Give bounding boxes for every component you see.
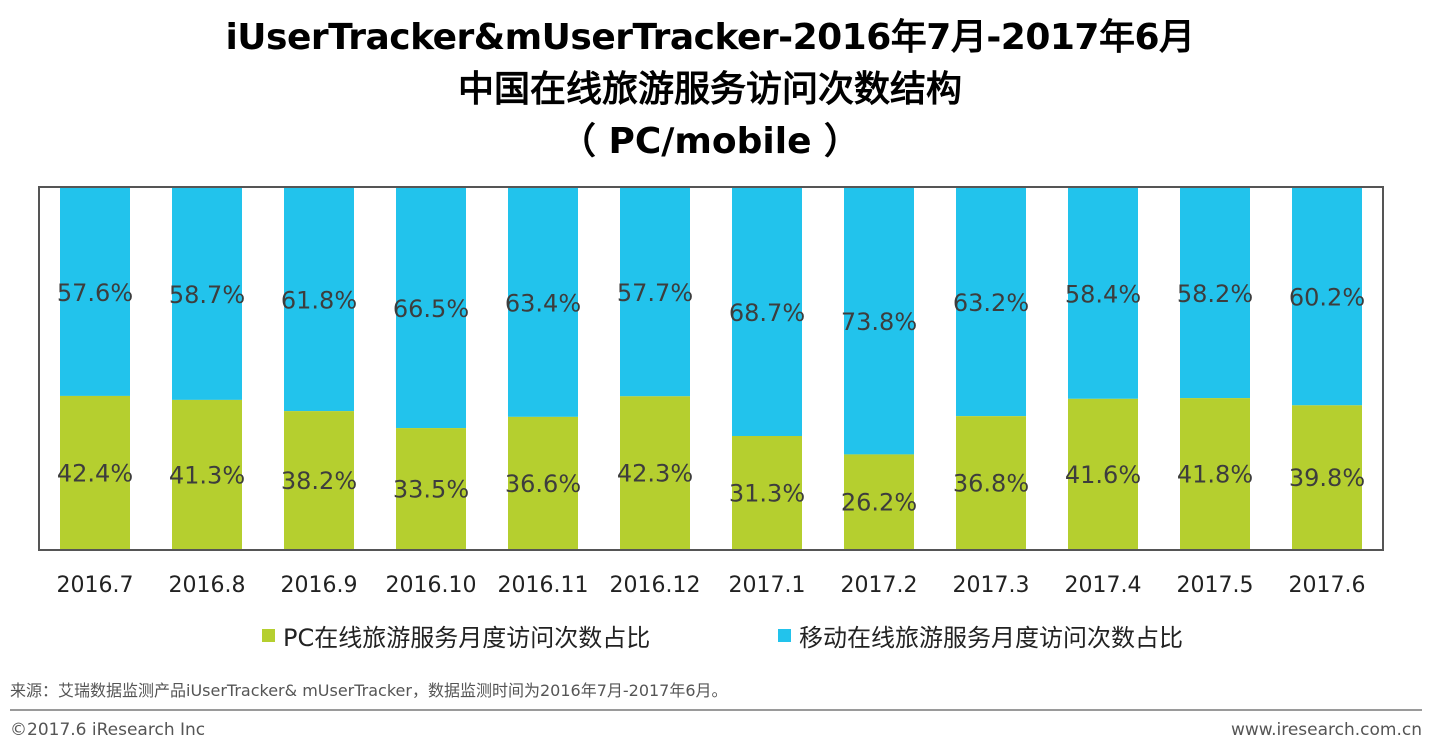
source-note: 来源：艾瑞数据监测产品iUserTracker& mUserTracker，数据… bbox=[10, 681, 728, 700]
bar-pc-2016.10 bbox=[396, 428, 466, 549]
bar-pc-2017.1 bbox=[732, 436, 802, 549]
value-label-mobile-2016.7: 57.6% bbox=[57, 279, 133, 307]
x-tick-label-2016.10: 2016.10 bbox=[386, 573, 477, 598]
x-tick-label-2017.1: 2017.1 bbox=[729, 573, 806, 598]
website-link[interactable]: www.iresearch.com.cn bbox=[1230, 720, 1422, 740]
x-tick-label-2017.3: 2017.3 bbox=[953, 573, 1030, 598]
value-label-pc-2016.11: 36.6% bbox=[505, 470, 581, 498]
legend-swatch-mobile bbox=[778, 629, 791, 642]
bar-pc-2017.4 bbox=[1068, 398, 1138, 549]
chart-title-line-1: iUserTracker&mUserTracker-2016年7月-2017年6… bbox=[225, 17, 1195, 58]
bar-mobile-2017.2 bbox=[844, 188, 914, 455]
legend-label-mobile: 移动在线旅游服务月度访问次数占比 bbox=[799, 624, 1183, 652]
x-tick-label-2017.6: 2017.6 bbox=[1289, 573, 1366, 598]
legend-label-pc: PC在线旅游服务月度访问次数占比 bbox=[283, 624, 651, 652]
legend-swatch-pc bbox=[262, 629, 275, 642]
value-label-pc-2016.10: 33.5% bbox=[393, 476, 469, 504]
bar-pc-2017.5 bbox=[1180, 398, 1250, 549]
value-label-mobile-2016.8: 58.7% bbox=[169, 281, 245, 309]
bar-pc-2016.12 bbox=[620, 396, 690, 549]
x-tick-label-2016.12: 2016.12 bbox=[610, 573, 701, 598]
value-label-pc-2017.5: 41.8% bbox=[1177, 461, 1253, 489]
x-tick-label-2016.7: 2016.7 bbox=[57, 573, 134, 598]
legend-item-pc: PC在线旅游服务月度访问次数占比 bbox=[262, 618, 650, 653]
value-label-mobile-2016.10: 66.5% bbox=[393, 295, 469, 323]
value-label-pc-2017.4: 41.6% bbox=[1065, 461, 1141, 489]
stacked-bar-chart: 57.6% 42.4% 58.7% 41.3% 61.8% 38.2% 66.5% 33.5%… bbox=[38, 186, 1384, 598]
bar-mobile-2016.7 bbox=[60, 188, 130, 396]
value-label-mobile-2016.12: 57.7% bbox=[617, 279, 693, 307]
value-label-pc-2017.1: 31.3% bbox=[729, 480, 805, 508]
value-label-mobile-2017.5: 58.2% bbox=[1177, 280, 1253, 308]
bar-pc-2017.6 bbox=[1292, 405, 1362, 549]
value-label-mobile-2017.3: 63.2% bbox=[953, 289, 1029, 317]
bar-mobile-2016.9 bbox=[284, 188, 354, 412]
bar-pc-2016.7 bbox=[60, 395, 130, 549]
bar-pc-2016.9 bbox=[284, 411, 354, 549]
x-tick-label-2017.5: 2017.5 bbox=[1177, 573, 1254, 598]
bar-mobile-2017.3 bbox=[956, 188, 1026, 417]
value-label-pc-2016.9: 38.2% bbox=[281, 467, 357, 495]
value-label-mobile-2017.4: 58.4% bbox=[1065, 280, 1141, 308]
chart-title-line-3: （ PC/mobile ） bbox=[559, 121, 861, 162]
value-label-mobile-2016.11: 63.4% bbox=[505, 289, 581, 317]
bars-group bbox=[60, 188, 1362, 549]
bar-mobile-2016.11 bbox=[508, 188, 578, 417]
bar-mobile-2017.5 bbox=[1180, 188, 1250, 399]
x-tick-label-2016.8: 2016.8 bbox=[169, 573, 246, 598]
bar-mobile-2016.12 bbox=[620, 188, 690, 397]
bar-pc-2017.2 bbox=[844, 454, 914, 549]
value-label-pc-2017.3: 36.8% bbox=[953, 470, 1029, 498]
bar-mobile-2017.6 bbox=[1292, 188, 1362, 406]
value-label-mobile-2017.6: 60.2% bbox=[1289, 284, 1365, 312]
x-tick-label-2016.9: 2016.9 bbox=[281, 573, 358, 598]
value-label-mobile-2017.1: 68.7% bbox=[729, 299, 805, 327]
value-label-mobile-2016.9: 61.8% bbox=[281, 287, 357, 315]
value-label-pc-2016.7: 42.4% bbox=[57, 459, 133, 487]
chart-title-line-2: 中国在线旅游服务访问次数结构 bbox=[457, 69, 962, 110]
x-tick-labels-group: 2016.7 2016.8 2016.9 2016.10 2016.11 2016.12 2… bbox=[57, 573, 1366, 598]
value-label-pc-2017.6: 39.8% bbox=[1289, 464, 1365, 492]
bar-mobile-2016.10 bbox=[396, 188, 466, 429]
bar-pc-2016.11 bbox=[508, 416, 578, 549]
value-label-pc-2016.8: 41.3% bbox=[169, 461, 245, 489]
value-label-mobile-2017.2: 73.8% bbox=[841, 308, 917, 336]
plot-frame bbox=[38, 186, 1384, 551]
value-label-pc-2017.2: 26.2% bbox=[841, 489, 917, 517]
bar-mobile-2017.4 bbox=[1068, 188, 1138, 399]
bar-pc-2017.3 bbox=[956, 416, 1026, 549]
bar-mobile-2016.8 bbox=[172, 188, 242, 400]
value-label-pc-2016.12: 42.3% bbox=[617, 460, 693, 488]
bar-pc-2016.8 bbox=[172, 399, 242, 549]
legend-item-mobile: 移动在线旅游服务月度访问次数占比 bbox=[778, 618, 1183, 653]
value-labels-group: 57.6% 42.4% 58.7% 41.3% 61.8% 38.2% 66.5% 33.5%… bbox=[57, 279, 1365, 517]
x-tick-label-2017.2: 2017.2 bbox=[841, 573, 918, 598]
footer-divider bbox=[10, 709, 1422, 711]
x-tick-label-2017.4: 2017.4 bbox=[1065, 573, 1142, 598]
bar-mobile-2017.1 bbox=[732, 188, 802, 437]
x-tick-label-2016.11: 2016.11 bbox=[498, 573, 589, 598]
copyright-text: ©2017.6 iResearch Inc bbox=[10, 720, 206, 740]
